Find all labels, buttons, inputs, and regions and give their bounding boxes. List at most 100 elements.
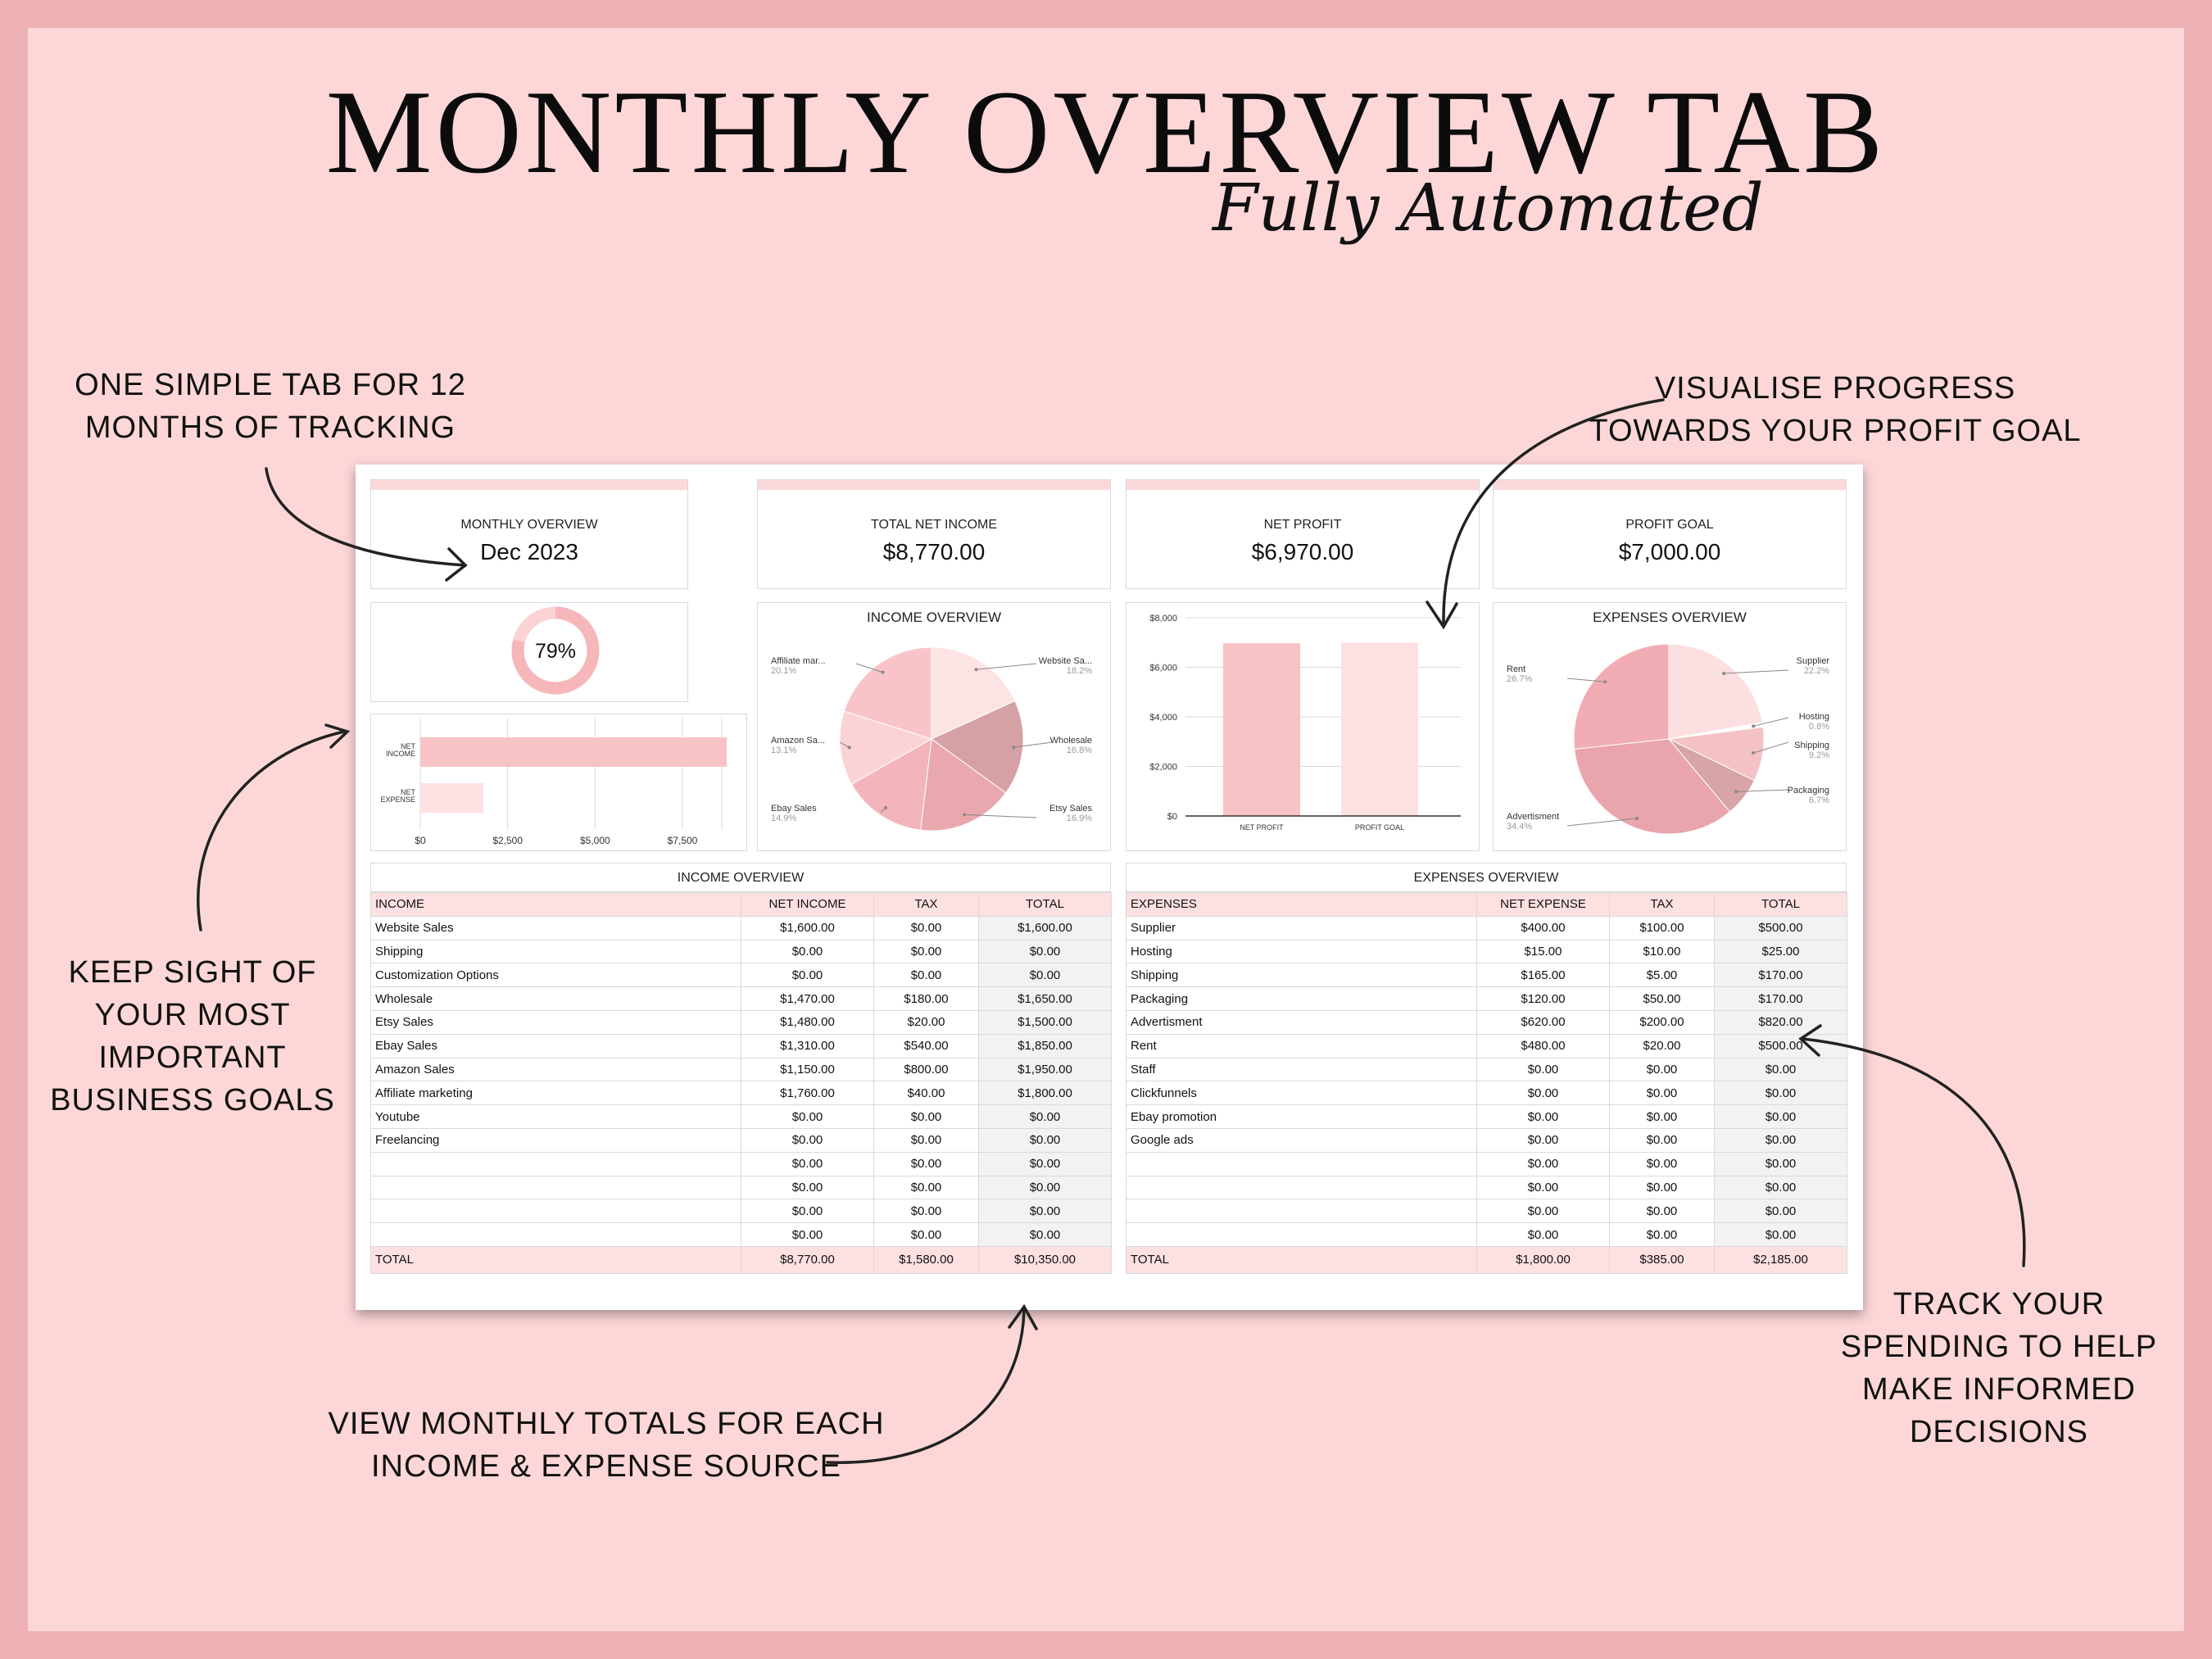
row-label-cell[interactable]: Hosting <box>1126 939 1477 964</box>
row-label-cell[interactable] <box>370 1199 741 1224</box>
value-cell[interactable]: $0.00 <box>1609 1127 1715 1153</box>
value-cell[interactable]: $180.00 <box>873 986 979 1011</box>
row-label-cell[interactable]: EXPENSES <box>1126 892 1477 917</box>
value-cell[interactable]: $0.00 <box>873 1175 979 1200</box>
row-label-cell[interactable]: Amazon Sales <box>370 1057 741 1082</box>
value-cell[interactable]: $0.00 <box>1714 1081 1847 1106</box>
value-cell[interactable]: $0.00 <box>978 939 1112 964</box>
value-cell[interactable]: $0.00 <box>1609 1081 1715 1106</box>
value-cell[interactable]: $0.00 <box>1714 1057 1847 1082</box>
value-cell[interactable]: $0.00 <box>1476 1081 1610 1106</box>
value-cell[interactable]: $500.00 <box>1714 915 1847 941</box>
value-cell[interactable]: $1,150.00 <box>741 1057 874 1082</box>
value-cell[interactable]: $0.00 <box>873 1199 979 1224</box>
row-label-cell[interactable]: Etsy Sales <box>370 1009 741 1035</box>
value-cell[interactable]: $0.00 <box>873 1127 979 1153</box>
income-pie-chart[interactable]: INCOME OVERVIEW Website Sa... 18.2% Wholes… <box>757 602 1111 851</box>
value-cell[interactable]: $0.00 <box>873 939 979 964</box>
value-cell[interactable]: $0.00 <box>873 915 979 941</box>
value-cell[interactable]: $620.00 <box>1476 1009 1610 1035</box>
kpi-card-total-net-income[interactable]: TOTAL NET INCOME $8,770.00 <box>757 479 1111 589</box>
value-cell[interactable]: $500.00 <box>1714 1033 1847 1058</box>
value-cell[interactable]: $1,500.00 <box>978 1009 1112 1035</box>
value-cell[interactable]: $0.00 <box>978 1151 1112 1176</box>
row-label-cell[interactable] <box>1126 1199 1477 1224</box>
value-cell[interactable]: $20.00 <box>1609 1033 1715 1058</box>
value-cell[interactable]: $0.00 <box>873 1151 979 1176</box>
value-cell[interactable]: $0.00 <box>741 1151 874 1176</box>
row-label-cell[interactable]: Youtube <box>370 1104 741 1129</box>
row-label-cell[interactable] <box>1126 1151 1477 1176</box>
value-cell[interactable]: $200.00 <box>1609 1009 1715 1035</box>
row-label-cell[interactable]: Ebay promotion <box>1126 1104 1477 1129</box>
profit-goal-chart[interactable]: $0 $2,000 $4,000 $6,000 $8,000 NET PROFIT PROF… <box>1126 602 1480 851</box>
value-cell[interactable]: $0.00 <box>1609 1222 1715 1247</box>
value-cell[interactable]: $0.00 <box>978 1222 1112 1247</box>
value-cell[interactable]: $1,580.00 <box>873 1245 979 1274</box>
value-cell[interactable]: $10.00 <box>1609 939 1715 964</box>
value-cell[interactable]: $400.00 <box>1476 915 1610 941</box>
value-cell[interactable]: $0.00 <box>978 1127 1112 1153</box>
value-cell[interactable]: $0.00 <box>741 1175 874 1200</box>
value-cell[interactable]: $0.00 <box>1714 1175 1847 1200</box>
value-cell[interactable]: $0.00 <box>1714 1222 1847 1247</box>
value-cell[interactable]: $0.00 <box>1476 1199 1610 1224</box>
row-label-cell[interactable]: Affiliate marketing <box>370 1081 741 1106</box>
value-cell[interactable]: $1,950.00 <box>978 1057 1112 1082</box>
kpi-card-monthly-overview[interactable]: MONTHLY OVERVIEW Dec 2023 <box>370 479 688 589</box>
value-cell[interactable]: $0.00 <box>1609 1175 1715 1200</box>
value-cell[interactable]: $100.00 <box>1609 915 1715 941</box>
value-cell[interactable]: $1,850.00 <box>978 1033 1112 1058</box>
value-cell[interactable]: $0.00 <box>978 963 1112 988</box>
value-cell[interactable]: $0.00 <box>978 1199 1112 1224</box>
value-cell[interactable]: $1,480.00 <box>741 1009 874 1035</box>
expenses-pie-chart[interactable]: EXPENSES OVERVIEW Supplier 22.2% Hosting 0.… <box>1493 602 1847 851</box>
value-cell[interactable]: $50.00 <box>1609 986 1715 1011</box>
value-cell[interactable]: $10,350.00 <box>978 1245 1112 1274</box>
row-label-cell[interactable]: Advertisment <box>1126 1009 1477 1035</box>
value-cell[interactable]: $1,470.00 <box>741 986 874 1011</box>
value-cell[interactable]: $820.00 <box>1714 1009 1847 1035</box>
value-cell[interactable]: $0.00 <box>1714 1127 1847 1153</box>
value-cell[interactable]: $1,800.00 <box>1476 1245 1610 1274</box>
value-cell[interactable]: $0.00 <box>741 939 874 964</box>
value-cell[interactable]: TOTAL <box>1714 892 1847 917</box>
goal-progress-card[interactable]: 79% <box>370 602 688 702</box>
value-cell[interactable]: $40.00 <box>873 1081 979 1106</box>
value-cell[interactable]: $0.00 <box>1609 1104 1715 1129</box>
row-label-cell[interactable]: Rent <box>1126 1033 1477 1058</box>
row-label-cell[interactable]: Clickfunnels <box>1126 1081 1477 1106</box>
row-label-cell[interactable]: INCOME <box>370 892 741 917</box>
value-cell[interactable]: NET INCOME <box>741 892 874 917</box>
row-label-cell[interactable]: Google ads <box>1126 1127 1477 1153</box>
row-label-cell[interactable]: Ebay Sales <box>370 1033 741 1058</box>
row-label-cell[interactable] <box>1126 1175 1477 1200</box>
value-cell[interactable]: $0.00 <box>1714 1151 1847 1176</box>
row-label-cell[interactable]: TOTAL <box>1126 1245 1477 1274</box>
row-label-cell[interactable]: Packaging <box>1126 986 1477 1011</box>
value-cell[interactable]: NET EXPENSE <box>1476 892 1610 917</box>
value-cell[interactable]: $0.00 <box>1714 1199 1847 1224</box>
row-label-cell[interactable]: Wholesale <box>370 986 741 1011</box>
value-cell[interactable]: $170.00 <box>1714 986 1847 1011</box>
value-cell[interactable]: $15.00 <box>1476 939 1610 964</box>
row-label-cell[interactable]: Customization Options <box>370 963 741 988</box>
value-cell[interactable]: TAX <box>1609 892 1715 917</box>
value-cell[interactable]: $2,185.00 <box>1714 1245 1847 1274</box>
kpi-card-net-profit[interactable]: NET PROFIT $6,970.00 <box>1126 479 1480 589</box>
row-label-cell[interactable]: TOTAL <box>370 1245 741 1274</box>
value-cell[interactable]: $0.00 <box>1476 1175 1610 1200</box>
value-cell[interactable]: $385.00 <box>1609 1245 1715 1274</box>
row-label-cell[interactable] <box>370 1222 741 1247</box>
value-cell[interactable]: $170.00 <box>1714 963 1847 988</box>
value-cell[interactable]: $0.00 <box>873 963 979 988</box>
income-vs-expense-chart[interactable]: $0 $2,500 $5,000 $7,500 NET INCOME NET EXPENSE <box>370 714 747 851</box>
value-cell[interactable]: $1,800.00 <box>978 1081 1112 1106</box>
kpi-card-profit-goal[interactable]: PROFIT GOAL $7,000.00 <box>1493 479 1847 589</box>
value-cell[interactable]: $1,600.00 <box>978 915 1112 941</box>
value-cell[interactable]: TAX <box>873 892 979 917</box>
value-cell[interactable]: $0.00 <box>1714 1104 1847 1129</box>
value-cell[interactable]: $0.00 <box>978 1175 1112 1200</box>
value-cell[interactable]: $20.00 <box>873 1009 979 1035</box>
value-cell[interactable]: $0.00 <box>1476 1104 1610 1129</box>
